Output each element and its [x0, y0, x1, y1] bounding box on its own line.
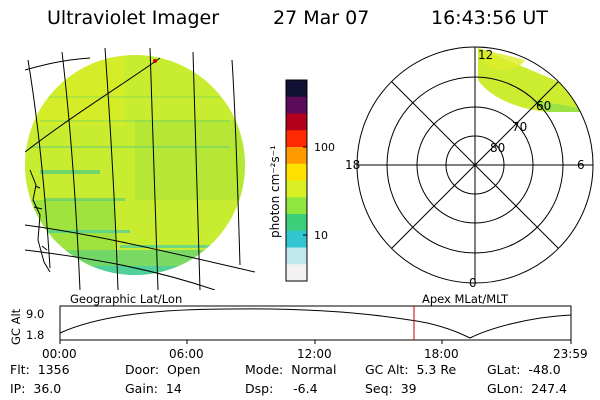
- colorbar-band: [286, 96, 307, 115]
- sun-point-marker: [153, 59, 157, 63]
- geographic-lat-lon-title: Geographic Lat/Lon: [70, 292, 182, 306]
- x-tick-2359: 23:59: [553, 347, 588, 361]
- flight-number: Flt: 1356: [10, 362, 70, 377]
- time-label: 16:43:56 UT: [431, 7, 548, 29]
- gc-alt-axis-label: GC Alt: [9, 308, 23, 345]
- date-label: 27 Mar 07: [273, 7, 370, 29]
- colorbar-band: [286, 247, 307, 265]
- colorbar-band: [286, 113, 307, 131]
- colorbar: [286, 80, 307, 282]
- y-tick-9: 9.0: [26, 307, 44, 321]
- polar-grid: [356, 46, 594, 284]
- x-tick-0000: 00:00: [42, 347, 77, 361]
- geo-grid: [25, 47, 255, 290]
- colorbar-band: [286, 197, 307, 215]
- app-title: Ultraviolet Imager: [47, 7, 220, 29]
- colorbar-band: [286, 163, 307, 182]
- x-tick-0600: 06:00: [169, 347, 204, 361]
- mlt-label-18: 18: [345, 158, 360, 172]
- colorbar-band: [286, 80, 307, 98]
- colorbar-tick-label-10: 10: [314, 229, 328, 242]
- colorbar-unit-label: photon cm⁻²s⁻¹: [268, 145, 282, 238]
- mlt-label-12: 12: [478, 48, 493, 62]
- door-status: Door: Open: [125, 362, 201, 377]
- mode-value: Mode: Normal: [245, 362, 337, 377]
- colorbar-tick-label-100: 100: [314, 141, 335, 154]
- mlat-label-60: 60: [536, 99, 551, 113]
- glat-value: GLat: -48.0: [487, 362, 561, 377]
- mlt-label-0: 0: [469, 276, 477, 290]
- y-tick-1-8: 1.8: [26, 328, 44, 342]
- mlt-label-6: 6: [577, 158, 585, 172]
- glon-value: GLon: 247.4: [487, 381, 567, 396]
- altitude-plot-frame: [59, 305, 572, 341]
- sequence-value: Seq: 39: [365, 381, 417, 396]
- gain-value: Gain: 14: [125, 381, 182, 396]
- colorbar-band: [286, 147, 307, 165]
- colorbar-band: [286, 264, 307, 282]
- colorbar-band: [286, 130, 307, 148]
- colorbar-band: [286, 230, 307, 249]
- gc-alt-value: GC Alt: 5.3 Re: [365, 362, 457, 377]
- x-tick-1200: 12:00: [297, 347, 332, 361]
- apex-mlat-mlt-title: Apex MLat/MLT: [422, 292, 509, 306]
- colorbar-band: [286, 214, 307, 232]
- mlat-label-80: 80: [490, 141, 505, 155]
- colorbar-frame: [285, 79, 308, 282]
- polar-aurora: [478, 48, 590, 112]
- ip-value: IP: 36.0: [10, 381, 62, 396]
- altitude-x-ticks: [59, 340, 572, 344]
- x-tick-1800: 18:00: [424, 347, 459, 361]
- mlat-label-70: 70: [512, 120, 527, 134]
- altitude-curve: [59, 308, 572, 339]
- dsp-value: Dsp: -6.4: [245, 381, 318, 396]
- colorbar-band: [286, 180, 307, 198]
